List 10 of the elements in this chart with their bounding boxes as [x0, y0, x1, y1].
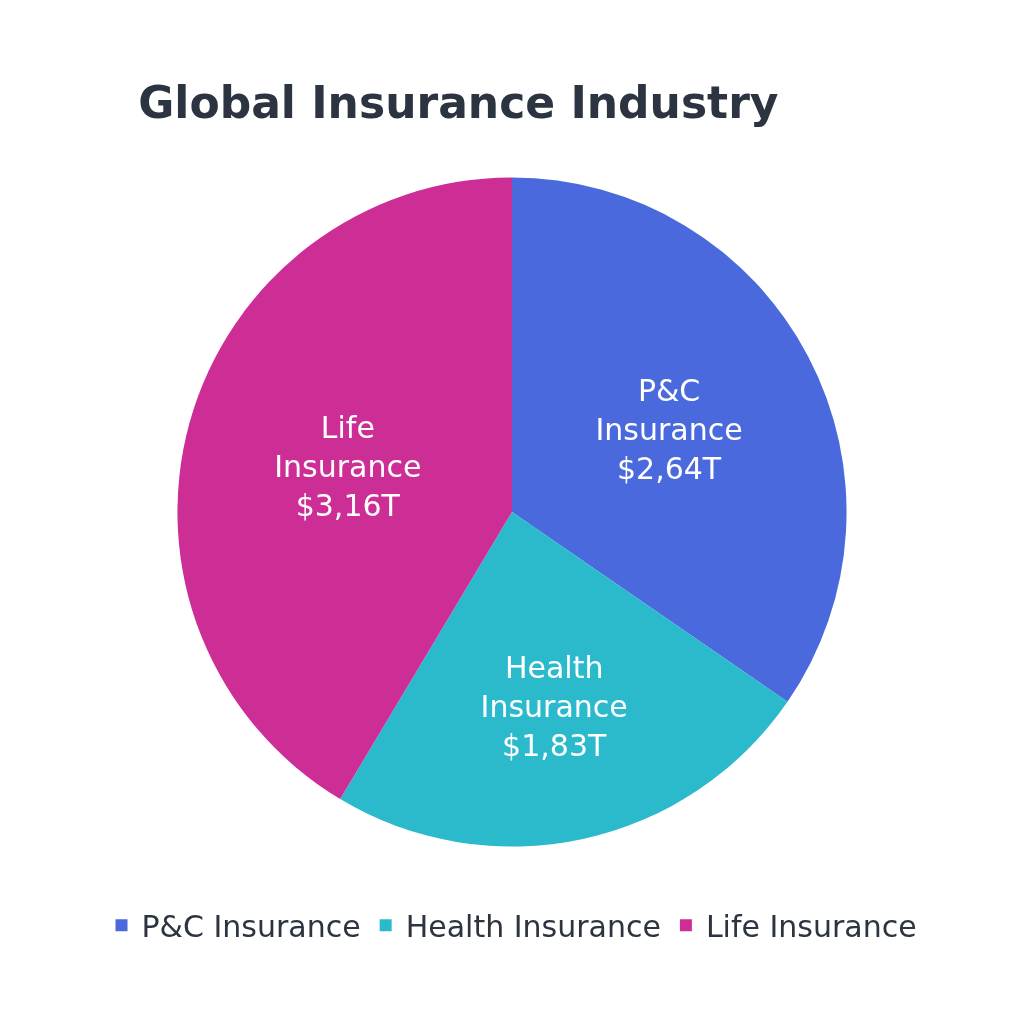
- slice-label: Life Insurance: [274, 410, 422, 485]
- legend-label: Health Insurance: [405, 908, 661, 944]
- slice-label: Health Insurance: [480, 649, 628, 724]
- legend-label: P&C Insurance: [141, 908, 361, 944]
- chart-title: Global Insurance Industry: [138, 76, 779, 128]
- data-label: $2,64T: [616, 450, 722, 486]
- data-label: $1,83T: [502, 727, 607, 763]
- legend-label: Life Insurance: [705, 908, 917, 944]
- slice-label: P&C Insurance: [595, 372, 743, 447]
- data-label: $3,16T: [295, 488, 401, 524]
